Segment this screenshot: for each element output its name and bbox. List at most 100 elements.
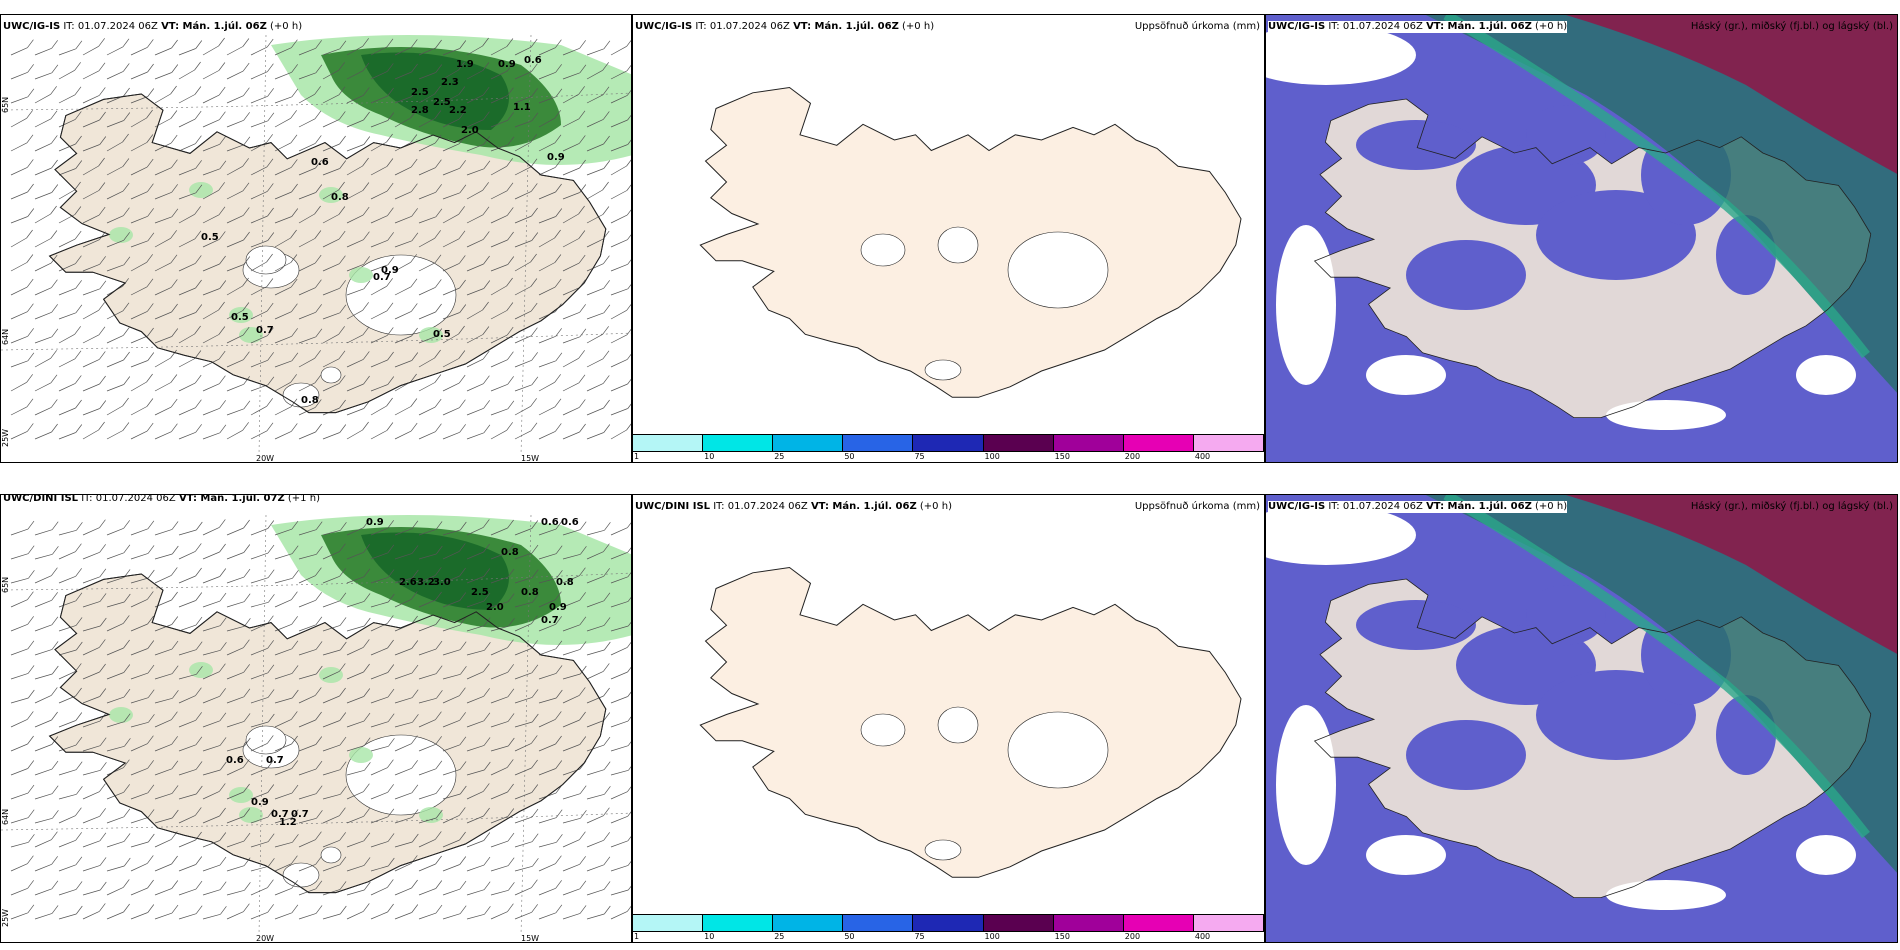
lat-label-64n: 64N xyxy=(1,808,10,825)
cloud-cover-map-dini: UWC/IG-IS IT: 01.07.2024 06Z VT: Mán. 1.… xyxy=(1265,494,1898,943)
map-canvas[interactable] xyxy=(1266,495,1898,943)
panel-title: UWC/IG-IS IT: 01.07.2024 06Z VT: Mán. 1.… xyxy=(1268,21,1568,33)
glacier xyxy=(320,366,342,384)
colorbar-tick-label: 150 xyxy=(1054,932,1070,941)
lat-label-65n: 65N xyxy=(1,576,10,593)
mid-cloud-band xyxy=(1443,495,1870,839)
colorbar-swatch xyxy=(773,915,844,931)
precip-value-label: 0.8 xyxy=(301,395,319,406)
precip-value-label: 2.6 xyxy=(399,577,417,588)
precip-value-label: 0.5 xyxy=(201,232,219,243)
precip-value-label: 0.7 xyxy=(256,325,274,336)
map-canvas[interactable] xyxy=(633,495,1265,915)
glacier xyxy=(860,713,906,747)
cloud-cover-map-igis: UWC/IG-IS IT: 01.07.2024 06Z VT: Mán. 1.… xyxy=(1265,14,1898,463)
precip-value-label: 0.8 xyxy=(521,587,539,598)
map-canvas[interactable]: 1.9 0.9 0.6 2.5 2.3 2.5 2.8 2.2 1.1 2.0 0.9 0.6 0.8 0… xyxy=(1,15,632,463)
precip-accum-map-igis: UWC/IG-IS IT: 01.07.2024 06Z VT: Mán. 1.… xyxy=(632,14,1265,463)
colorbar-tick-label: 200 xyxy=(1124,452,1141,461)
panel-variable: Háský (gr.), miðský (fj.bl.) og lágský (… xyxy=(1690,501,1893,512)
glacier xyxy=(937,706,979,744)
precip-value-label: 0.9 xyxy=(366,517,384,528)
precip-value-label: 0.6 xyxy=(541,517,559,528)
map-canvas[interactable] xyxy=(1266,15,1898,463)
colorbar-swatch xyxy=(1053,915,1124,931)
lon-label-20w: 20W xyxy=(256,934,275,943)
precip-value-label: 0.5 xyxy=(433,329,451,340)
precip-value-label: 2.2 xyxy=(449,105,467,116)
colorbar-swatch xyxy=(633,915,704,931)
precip-accum-map-dini: UWC/DINI ISL IT: 01.07.2024 06Z VT: Mán.… xyxy=(632,494,1265,943)
panel-title: UWC/IG-IS IT: 01.07.2024 06Z VT: Mán. 1.… xyxy=(1268,501,1568,513)
colorbar-swatch xyxy=(983,915,1054,931)
graticule xyxy=(1,34,631,456)
precip-value-label: 0.6 xyxy=(561,517,579,528)
precip-value-label: 3.2 xyxy=(417,577,435,588)
colorbar xyxy=(633,434,1264,452)
colorbar-tick-label: 10 xyxy=(704,452,715,461)
precip-value-label: 0.8 xyxy=(501,547,519,558)
precip-value-label: 1.1 xyxy=(513,102,531,113)
colorbar-swatch xyxy=(703,915,774,931)
wind-precip-map-igis: UWC/IG-IS IT: 01.07.2024 06Z VT: Mán. 1.… xyxy=(0,14,632,463)
precip-value-label: 0.9 xyxy=(549,602,567,613)
precip-value-label: 0.7 xyxy=(271,809,289,820)
precip-value-label: 1.2 xyxy=(279,817,297,828)
glacier xyxy=(245,725,287,755)
colorbar-swatch xyxy=(843,435,914,451)
precip-value-label: 2.3 xyxy=(441,77,459,88)
colorbar-tick-label: 10 xyxy=(704,932,715,941)
panel-variable: Uppsöfnuð úrkoma (mm) xyxy=(1134,21,1260,32)
colorbar-swatch xyxy=(703,435,774,451)
precip-value-label: 2.8 xyxy=(411,105,429,116)
lat-label-25w: 25W xyxy=(1,908,10,927)
wind-precip-map-dini: UWC/DINI ISL IT: 01.07.2024 06Z VT: Mán.… xyxy=(0,494,632,943)
colorbar-swatch xyxy=(773,435,844,451)
precip-value-label: 0.9 xyxy=(498,59,516,70)
panel-title: UWC/DINI ISL IT: 01.07.2024 06Z VT: Mán.… xyxy=(635,501,952,512)
precip-value-label: 0.9 xyxy=(547,152,565,163)
colorbar-tick-label: 1 xyxy=(634,932,640,941)
precip-value-label: 0.8 xyxy=(556,577,574,588)
lon-label-20w: 20W xyxy=(256,454,275,463)
colorbar-swatch xyxy=(1193,435,1264,451)
glacier xyxy=(1007,711,1109,789)
map-canvas[interactable]: 0.9 0.6 0.60.82.6 3.03.22.52.00.80.80.90.70… xyxy=(1,495,632,943)
glacier xyxy=(1007,231,1109,309)
clear-sky xyxy=(1266,505,1856,910)
lon-label-15w: 15W xyxy=(521,454,540,463)
lat-label-64n: 64N xyxy=(1,328,10,345)
colorbar-tick-label: 150 xyxy=(1054,452,1070,461)
mid-cloud-layer xyxy=(1426,15,1897,393)
glacier xyxy=(924,359,962,381)
precip-value-label: 0.7 xyxy=(541,615,559,626)
glacier xyxy=(860,233,906,267)
precip-value-label: 3.0 xyxy=(433,577,451,588)
colorbar-tick-label: 75 xyxy=(914,932,925,941)
precip-value-label: 2.0 xyxy=(486,602,504,613)
precip-value-label: 0.7 xyxy=(266,755,284,766)
colorbar-tick-label: 400 xyxy=(1194,452,1211,461)
lon-label-15w: 15W xyxy=(521,934,540,943)
precip-value-label: 0.6 xyxy=(524,55,542,66)
precip-value-label: 0.9 xyxy=(251,797,269,808)
colorbar-tick-label: 100 xyxy=(984,932,1000,941)
colorbar-tick-label: 50 xyxy=(844,932,855,941)
clear-sky xyxy=(1266,25,1856,430)
colorbar-swatch xyxy=(983,435,1054,451)
lat-label-25w: 25W xyxy=(1,428,10,447)
precip-value-label: 0.7 xyxy=(291,809,309,820)
precip-value-label: 2.5 xyxy=(433,97,451,108)
colorbar-tick-label: 100 xyxy=(984,452,1000,461)
low-cloud-patches xyxy=(1356,585,1776,790)
colorbar-swatch xyxy=(1193,915,1264,931)
glacier xyxy=(924,839,962,861)
colorbar-tick-label: 75 xyxy=(914,452,925,461)
colorbar-tick-label: 1 xyxy=(634,452,640,461)
graticule xyxy=(1,514,631,936)
precip-value-label: 0.9 xyxy=(381,265,399,276)
map-canvas[interactable] xyxy=(633,15,1265,435)
glacier xyxy=(937,226,979,264)
colorbar-swatch xyxy=(843,915,914,931)
colorbar-tick-label: 200 xyxy=(1124,932,1141,941)
